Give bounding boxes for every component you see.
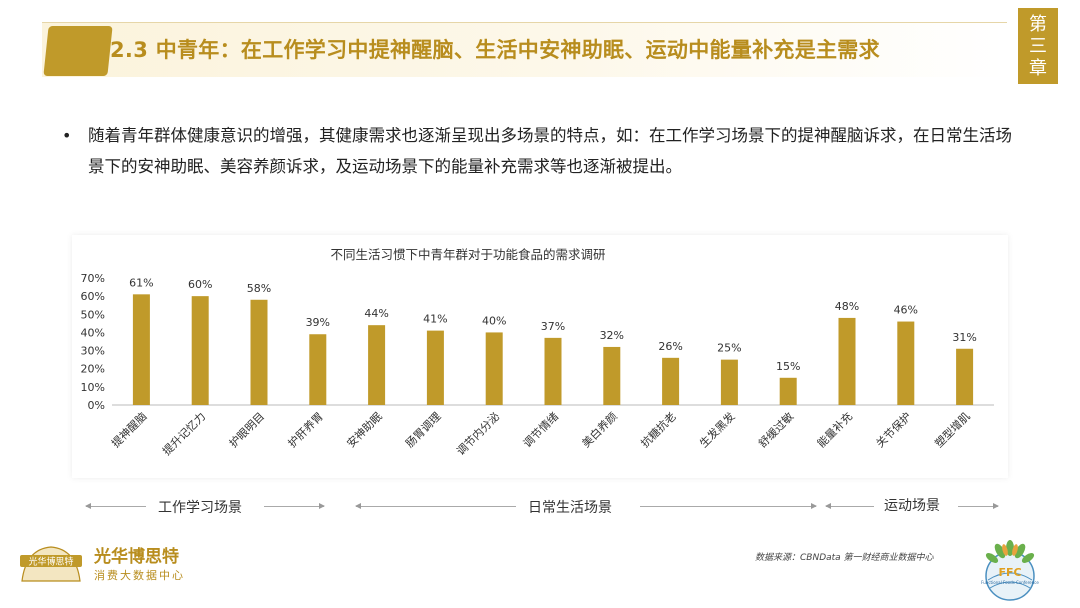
x-tick-label: 护眼明目 bbox=[226, 409, 267, 450]
y-tick-label: 40% bbox=[81, 326, 105, 339]
data-label: 31% bbox=[952, 331, 976, 344]
x-tick-label: 提神醒脑 bbox=[109, 409, 150, 450]
y-tick-label: 60% bbox=[81, 290, 105, 303]
chapter-char: 章 bbox=[1029, 58, 1047, 79]
data-label: 26% bbox=[658, 340, 682, 353]
group-label-sport: 运动场景 bbox=[884, 498, 940, 514]
chart-title: 不同生活习惯下中青年群对于功能食品的需求调研 bbox=[330, 247, 606, 262]
x-tick-label: 关节保护 bbox=[873, 409, 914, 450]
page-title: 2.3 中青年：在工作学习中提神醒脑、生活中安神助眠、运动中能量补充是主需求 bbox=[110, 38, 880, 62]
chapter-char: 三 bbox=[1029, 36, 1047, 57]
x-tick-label: 安神助眠 bbox=[344, 409, 385, 450]
data-label: 25% bbox=[717, 342, 741, 355]
bar bbox=[250, 299, 268, 405]
x-tick-label: 护肝养胃 bbox=[285, 409, 326, 450]
y-tick-label: 50% bbox=[81, 308, 105, 321]
title-bar bbox=[42, 22, 1007, 77]
bar bbox=[720, 359, 738, 405]
group-arrow-right bbox=[958, 503, 999, 509]
brand-name: 光华博思特 bbox=[94, 547, 179, 567]
data-label: 40% bbox=[482, 314, 506, 327]
x-tick-label: 美白养颜 bbox=[579, 409, 620, 450]
data-label: 44% bbox=[364, 307, 388, 320]
bar bbox=[838, 317, 856, 405]
x-tick-label: 生发黑发 bbox=[697, 409, 738, 450]
data-label: 48% bbox=[835, 300, 859, 313]
group-arrow-right bbox=[640, 503, 817, 509]
group-arrow-right bbox=[264, 503, 325, 509]
data-source: 数据来源：CBNData 第一财经商业数据中心 bbox=[755, 553, 934, 563]
logo-text: 光华博思特 bbox=[28, 556, 73, 568]
bar bbox=[662, 357, 680, 405]
x-tick-label: 肠胃调理 bbox=[403, 410, 443, 450]
y-tick-label: 10% bbox=[81, 381, 105, 394]
bar bbox=[544, 337, 562, 405]
ffc-text: FFC bbox=[998, 566, 1021, 579]
data-label: 41% bbox=[423, 313, 447, 326]
bar bbox=[426, 330, 444, 405]
x-tick-label: 调节情绪 bbox=[520, 409, 561, 450]
data-label: 58% bbox=[247, 282, 271, 295]
bar bbox=[603, 346, 621, 405]
group-arrow-left bbox=[85, 503, 146, 509]
y-tick-label: 0% bbox=[88, 399, 105, 412]
bullet-marker: • bbox=[62, 126, 72, 145]
bar bbox=[191, 296, 209, 405]
y-tick-label: 20% bbox=[81, 363, 105, 376]
brand-logo-icon: 光华博思特 bbox=[20, 546, 82, 582]
data-label: 37% bbox=[541, 320, 565, 333]
data-label: 15% bbox=[776, 360, 800, 373]
data-label: 60% bbox=[188, 278, 212, 291]
group-label-life: 日常生活场景 bbox=[528, 500, 612, 516]
x-tick-label: 抗糖抗老 bbox=[638, 409, 679, 450]
data-label: 61% bbox=[129, 276, 153, 289]
y-tick-label: 30% bbox=[81, 345, 105, 358]
y-tick-label: 70% bbox=[81, 272, 105, 285]
ffc-logo-icon: FFC Functional Foods Conference bbox=[981, 540, 1039, 601]
bar bbox=[485, 332, 503, 405]
bar bbox=[368, 325, 386, 405]
group-label-work: 工作学习场景 bbox=[158, 500, 242, 516]
brand-subtitle: 消费大数据中心 bbox=[94, 569, 185, 582]
group-arrow-left bbox=[355, 503, 516, 509]
x-tick-label: 提升记忆力 bbox=[160, 410, 208, 458]
group-arrow-left bbox=[825, 503, 874, 509]
ffc-subtext: Functional Foods Conference bbox=[981, 580, 1039, 585]
chapter-tab: 第 三 章 bbox=[1018, 8, 1058, 84]
data-label: 32% bbox=[600, 329, 624, 342]
data-label: 46% bbox=[894, 304, 918, 317]
chapter-char: 第 bbox=[1029, 14, 1047, 35]
bar bbox=[309, 334, 327, 405]
x-tick-label: 塑型增肌 bbox=[932, 409, 973, 450]
bar bbox=[956, 348, 974, 405]
x-tick-label: 调节内分泌 bbox=[454, 409, 503, 458]
bar bbox=[779, 377, 797, 405]
data-label: 39% bbox=[306, 316, 330, 329]
bullet-text: 随着青年群体健康意识的增强，其健康需求也逐渐呈现出多场景的特点，如：在工作学习场… bbox=[88, 126, 1012, 176]
x-tick-label: 能量补充 bbox=[814, 409, 855, 450]
bar bbox=[897, 321, 915, 405]
bar bbox=[132, 294, 150, 405]
x-tick-label: 舒缓过敏 bbox=[755, 409, 796, 450]
